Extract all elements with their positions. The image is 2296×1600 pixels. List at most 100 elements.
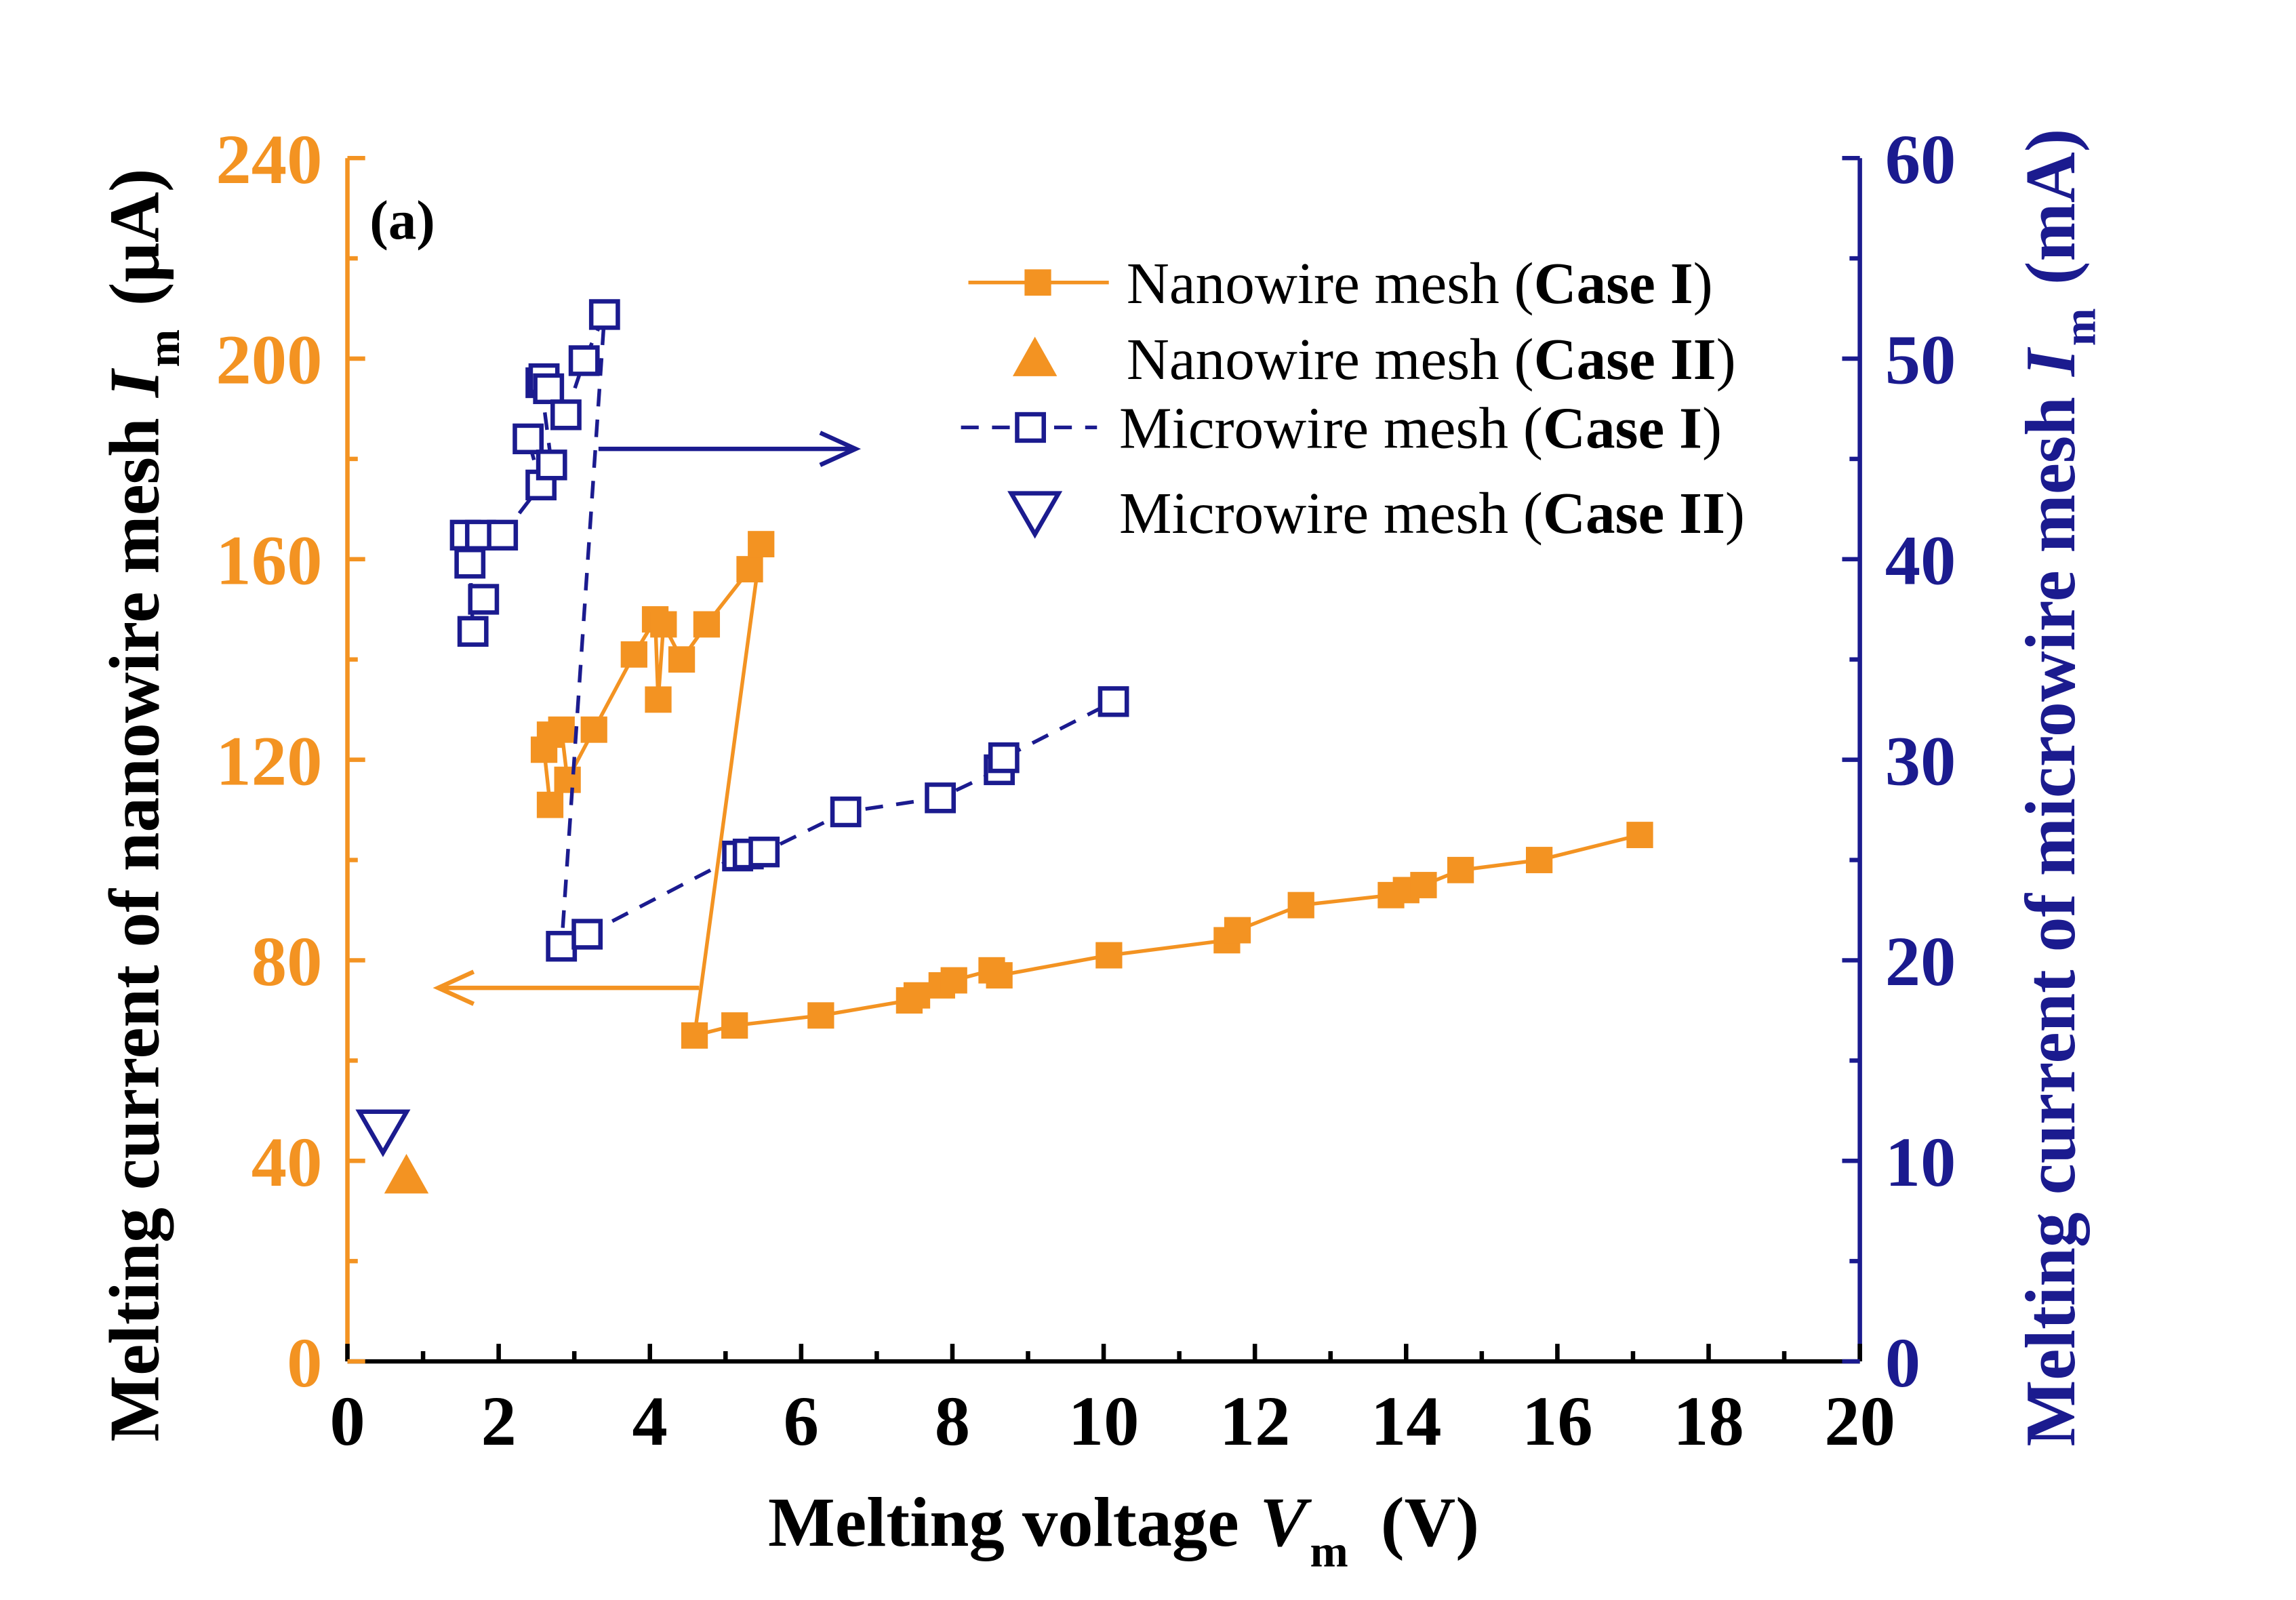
data-point-nanowire-mesh-case-i	[620, 641, 647, 668]
left-axis-arrow	[432, 969, 700, 1006]
right-y-tick-label: 0	[1885, 1323, 1920, 1401]
legend-label: Microwire mesh (Case I)	[1119, 396, 1722, 461]
series-nanowire-mesh-case-ii	[384, 1154, 429, 1194]
data-point-nanowire-mesh-case-i	[650, 611, 677, 638]
panel-label: (a)	[369, 189, 435, 251]
series-microwire-mesh-case-ii	[355, 1109, 411, 1157]
right-y-tick-label: 40	[1885, 521, 1956, 599]
legend-marker	[1024, 269, 1051, 296]
x-axis-title-subscript: m	[1310, 1526, 1348, 1577]
data-point-microwire-mesh-case-i	[988, 742, 1020, 774]
legend-label: Nanowire mesh (Case I)	[1127, 251, 1713, 316]
legend-item-microwire-mesh-case-i: Microwire mesh (Case I)	[961, 396, 1722, 461]
data-point-nanowire-mesh-case-ii	[384, 1154, 429, 1194]
data-point-nanowire-mesh-case-i	[721, 1012, 748, 1039]
left-y-tick-label: 120	[216, 722, 322, 800]
data-point-nanowire-mesh-case-i	[1287, 892, 1314, 919]
data-point-nanowire-mesh-case-i	[903, 982, 931, 1009]
arrow-head	[432, 969, 475, 1006]
x-tick-label: 14	[1371, 1382, 1442, 1460]
data-point-microwire-mesh-case-i	[533, 373, 565, 405]
data-point-microwire-mesh-case-i	[571, 919, 603, 950]
data-point-nanowire-mesh-case-i	[548, 716, 575, 743]
left-y-axis-title-subscript: m	[138, 329, 189, 367]
x-axis-title-unit: (V)	[1381, 1483, 1479, 1561]
data-point-nanowire-mesh-case-i	[681, 1022, 708, 1049]
legend-marker	[1015, 412, 1047, 443]
legend-item-microwire-mesh-case-ii: Microwire mesh (Case II)	[1007, 481, 1745, 546]
x-tick-label: 8	[935, 1382, 970, 1460]
x-axis-title-symbol: V	[1260, 1483, 1312, 1561]
legend-item-nanowire-mesh-case-i: Nanowire mesh (Case I)	[968, 251, 1713, 316]
data-point-microwire-mesh-case-i	[546, 931, 578, 962]
x-tick-label: 6	[784, 1382, 819, 1460]
axes: 0 2 4 6 8 10 12 14 16 18 2004080120160200240010203…	[216, 120, 1956, 1460]
x-tick-label: 4	[632, 1382, 668, 1460]
legend-item-nanowire-mesh-case-ii: Nanowire mesh (Case II)	[1012, 327, 1736, 392]
x-tick-label: 0	[329, 1382, 365, 1460]
data-point-microwire-mesh-case-i	[588, 299, 620, 330]
data-point-nanowire-mesh-case-i	[1410, 872, 1437, 898]
data-point-microwire-mesh-case-i	[1097, 686, 1129, 717]
data-point-microwire-mesh-case-ii	[355, 1109, 411, 1157]
x-axis-title-text: Melting voltage	[768, 1483, 1239, 1561]
data-point-microwire-mesh-case-i	[925, 782, 956, 814]
x-tick-label: 20	[1824, 1382, 1895, 1460]
legend: Nanowire mesh (Case I) Nanowire mesh (Cas…	[961, 251, 1745, 546]
data-point-microwire-mesh-case-i	[550, 399, 582, 431]
data-point-nanowire-mesh-case-i	[807, 1002, 834, 1029]
left-y-tick-label: 40	[251, 1123, 323, 1201]
x-tick-label: 10	[1068, 1382, 1140, 1460]
data-point-microwire-mesh-case-i	[487, 519, 519, 551]
data-point-nanowire-mesh-case-i	[1447, 856, 1474, 883]
data-point-nanowire-mesh-case-i	[536, 791, 564, 818]
x-tick-label: 18	[1673, 1382, 1744, 1460]
x-tick-label: 2	[481, 1382, 516, 1460]
data-point-nanowire-mesh-case-i	[1224, 917, 1251, 944]
data-point-nanowire-mesh-case-i	[1526, 847, 1553, 873]
x-tick-label: 12	[1220, 1382, 1291, 1460]
left-y-axis-title-symbol: I	[95, 367, 174, 399]
left-y-axis-title-text: Melting current of nanowire mesh	[95, 418, 174, 1441]
left-y-tick-label: 200	[216, 321, 322, 399]
right-y-tick-label: 50	[1885, 321, 1956, 399]
data-point-nanowire-mesh-case-i	[645, 686, 672, 713]
right-y-axis-title: Melting current of microwire mesh Im (mA)	[2011, 129, 2105, 1447]
data-point-microwire-mesh-case-i	[512, 423, 544, 454]
data-point-nanowire-mesh-case-i	[1095, 942, 1123, 969]
data-point-nanowire-mesh-case-i	[668, 646, 696, 673]
legend-label: Microwire mesh (Case II)	[1119, 481, 1745, 546]
data-point-microwire-mesh-case-i	[536, 449, 567, 481]
left-y-tick-label: 160	[216, 521, 322, 599]
right-y-tick-label: 20	[1885, 923, 1956, 1001]
data-point-nanowire-mesh-case-i	[986, 962, 1013, 989]
data-point-nanowire-mesh-case-i	[940, 967, 967, 994]
data-point-nanowire-mesh-case-i	[693, 611, 721, 638]
right-axis-arrow	[598, 431, 862, 467]
data-point-nanowire-mesh-case-i	[1626, 822, 1653, 848]
series-microwire-mesh-case-i	[449, 299, 1129, 962]
right-y-axis-title-subscript: m	[2054, 308, 2105, 346]
right-y-axis-title-text: Melting current of microwire mesh	[2011, 397, 2090, 1446]
legend-marker	[1012, 336, 1058, 376]
x-tick-label: 16	[1522, 1382, 1593, 1460]
left-y-tick-label: 240	[216, 120, 322, 198]
data-point-microwire-mesh-case-i	[830, 796, 862, 828]
right-y-tick-label: 60	[1885, 120, 1956, 198]
left-y-tick-label: 80	[251, 923, 323, 1001]
data-point-nanowire-mesh-case-i	[554, 766, 581, 793]
data-point-microwire-mesh-case-i	[568, 345, 600, 376]
data-point-nanowire-mesh-case-i	[748, 531, 775, 558]
series-nanowire-mesh-case-i	[530, 531, 1653, 1049]
right-y-axis-title-unit: (mA)	[2011, 129, 2090, 285]
right-y-tick-label: 30	[1885, 722, 1956, 800]
left-y-axis-title-unit: (μA)	[95, 169, 174, 306]
right-y-axis-title-symbol: I	[2011, 346, 2090, 378]
data-point-nanowire-mesh-case-i	[580, 716, 607, 743]
data-point-nanowire-mesh-case-i	[736, 556, 763, 583]
data-point-microwire-mesh-case-i	[457, 616, 489, 647]
plot-area	[355, 299, 1653, 1194]
data-point-microwire-mesh-case-i	[454, 548, 486, 579]
